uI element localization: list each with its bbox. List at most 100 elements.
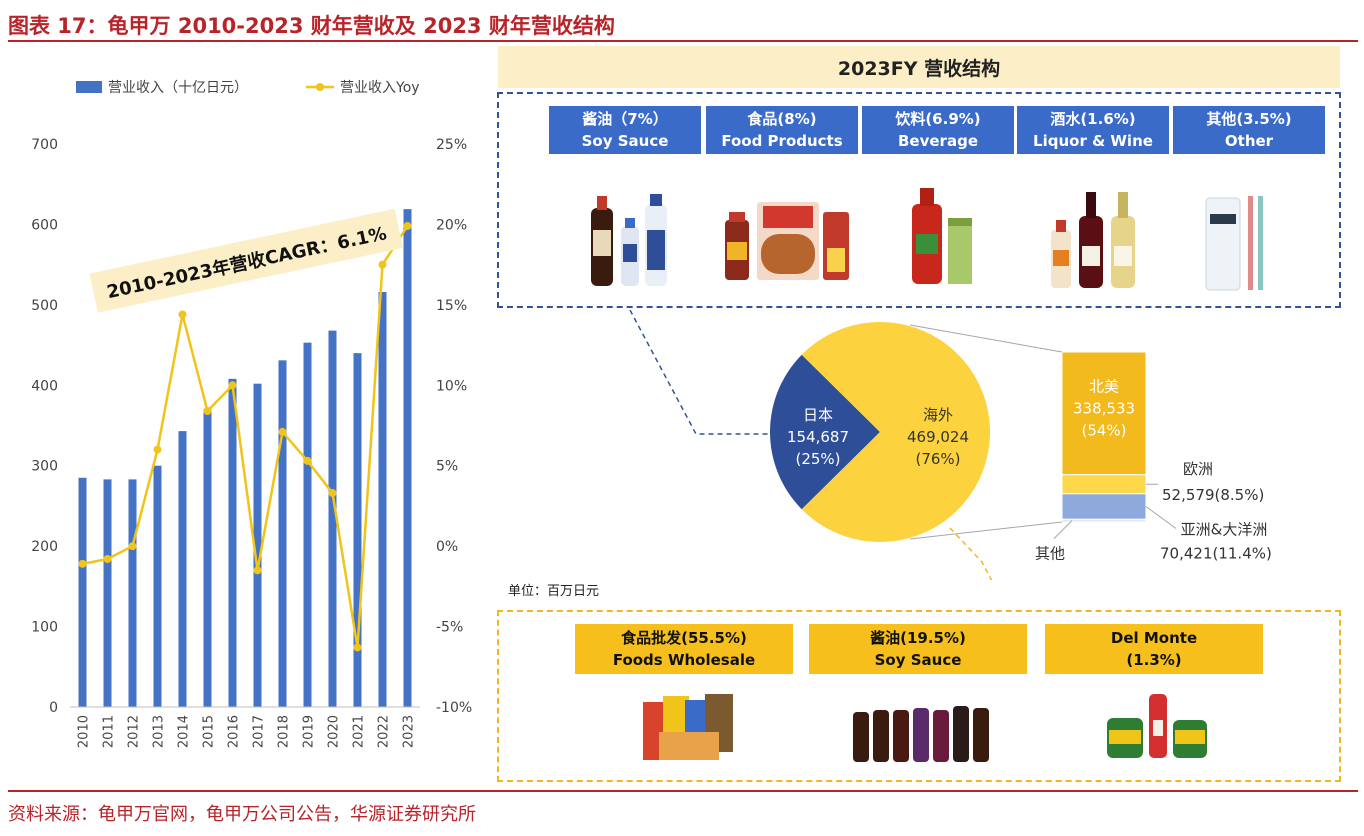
legend-line-label: 营业收入Yoy [340,80,420,96]
soy-sauce-bottles-image [591,194,667,286]
yoy-point [203,407,212,416]
slice-label-value: 154,687 [787,428,849,446]
revenue-bar [103,479,112,707]
x-tick-label: 2010 [77,715,92,748]
connector-line [909,521,1063,540]
slice-label-name: 日本 [803,406,833,424]
category-cn: 酱油（7%） [582,110,668,128]
yoy-point [153,445,162,454]
category-other: 其他(3.5%) Other [1173,106,1325,154]
y-right-tick-label: 15% [436,298,467,314]
revenue-bar [328,330,337,707]
footer-rule [8,790,1358,792]
x-tick-label: 2011 [102,715,117,748]
breakdown-label-name: 北美 [1089,377,1119,395]
slice-label-name: 海外 [923,406,953,424]
revenue-structure-pie: 日本 154,687 (25%) 海外 469,024 (76%) 北美 338,533 (54… [629,310,1272,580]
pie-slice [770,354,880,510]
breakdown-segment [1061,493,1147,520]
category-soy-sauce: 酱油（7%） Soy Sauce [549,106,701,154]
category-del-monte: Del Monte (1.3%) [1045,624,1263,674]
yoy-point [403,222,412,231]
y-left-tick-label: 300 [31,459,58,475]
revenue-bar [203,409,212,707]
breakdown-label-name: 亚洲&大洋洲 [1181,521,1268,539]
x-tick-label: 2017 [252,715,267,748]
y-right-tick-label: -10% [436,700,472,716]
yoy-point [353,643,362,652]
yoy-point [228,381,237,390]
category-en: Beverage [898,132,978,150]
y-left-tick-label: 100 [31,620,58,636]
category-en: Soy Sauce [581,132,669,150]
yoy-point [103,555,112,564]
yoy-point [178,310,187,319]
revenue-bar [403,209,412,707]
category-cn: 饮料(6.9%) [895,110,981,128]
overseas-soy-sauce-image [853,706,989,762]
breakdown-segment [1061,351,1147,476]
label-leader [1053,520,1073,539]
y-left-tick-label: 700 [31,137,58,153]
yoy-point [278,427,287,436]
category-cn: 食品批发(55.5%) [621,629,747,647]
category-food-products: 食品(8%) Food Products [706,106,858,154]
unit-label: 单位：百万日元 [508,584,600,599]
category-liquor-wine: 酒水(1.6%) Liquor & Wine [1017,106,1169,154]
liquor-wine-image [1051,192,1135,288]
structure-title: 2023FY 营收结构 [498,46,1340,88]
del-monte-image [1107,694,1207,758]
legend-line-marker [316,83,324,91]
slice-label-value: 469,024 [907,428,969,446]
breakdown-label-value: 70,421(11.4%) [1160,545,1272,563]
x-tick-label: 2018 [277,715,292,748]
x-tick-label: 2023 [402,715,417,748]
revenue-bar [178,431,187,707]
yoy-point [378,260,387,269]
breakdown-label-value: 52,579(8.5%) [1162,486,1264,504]
cagr-annotation-bg [89,208,404,313]
category-foods-wholesale: 食品批发(55.5%) Foods Wholesale [575,624,793,674]
category-cn: 酱油(19.5%) [870,629,966,647]
y-right-tick-label: 10% [436,378,467,394]
y-left-tick-label: 500 [31,298,58,314]
food-products-image [725,202,849,280]
slice-label-pct: (25%) [795,450,840,468]
y-right-tick-label: 0% [436,539,458,555]
x-tick-label: 2014 [177,715,192,748]
domestic-connector [629,310,780,435]
revenue-bar [353,353,362,707]
yoy-point [78,559,87,568]
x-tick-label: 2012 [127,715,142,748]
x-tick-label: 2019 [302,715,317,748]
yoy-line [82,225,409,649]
category-beverage: 饮料(6.9%) Beverage [862,106,1014,154]
x-tick-label: 2020 [327,715,342,748]
category-en: Other [1224,132,1274,150]
y-right-tick-label: -5% [436,620,463,636]
breakdown-segment [1061,518,1147,523]
category-en: Soy Sauce [874,651,962,669]
category-overseas-soy-sauce: 酱油(19.5%) Soy Sauce [809,624,1027,674]
revenue-bar [253,383,262,707]
domestic-category-panel: 酱油（7%） Soy Sauce 食品(8%) Food Products 饮料(6… [497,92,1341,308]
breakdown-label-name: 其他 [1035,545,1065,563]
cagr-annotation: 2010-2023年营收CAGR：6.1% [89,208,404,313]
overseas-category-panel: 食品批发(55.5%) Foods Wholesale 酱油(19.5%) Soy … [497,610,1341,782]
y-left-tick-label: 600 [31,217,58,233]
other-products-image [1205,196,1263,291]
pie-slice [801,322,990,542]
x-tick-label: 2021 [352,715,367,748]
category-en: Food Products [721,132,843,150]
yoy-point [328,489,337,498]
revenue-bar [128,479,137,707]
figure-title: 图表 17：龟甲万 2010-2023 财年营收及 2023 财年营收结构 [8,14,615,38]
foods-wholesale-image [643,694,733,760]
connector-line [909,324,1063,353]
breakdown-label-value: 338,533 [1073,399,1135,417]
y-left-tick-label: 400 [31,378,58,394]
revenue-bar [303,342,312,707]
yoy-point [128,542,137,551]
breakdown-segment [1061,474,1147,495]
legend-bar-label: 营业收入（十亿日元） [108,80,248,96]
